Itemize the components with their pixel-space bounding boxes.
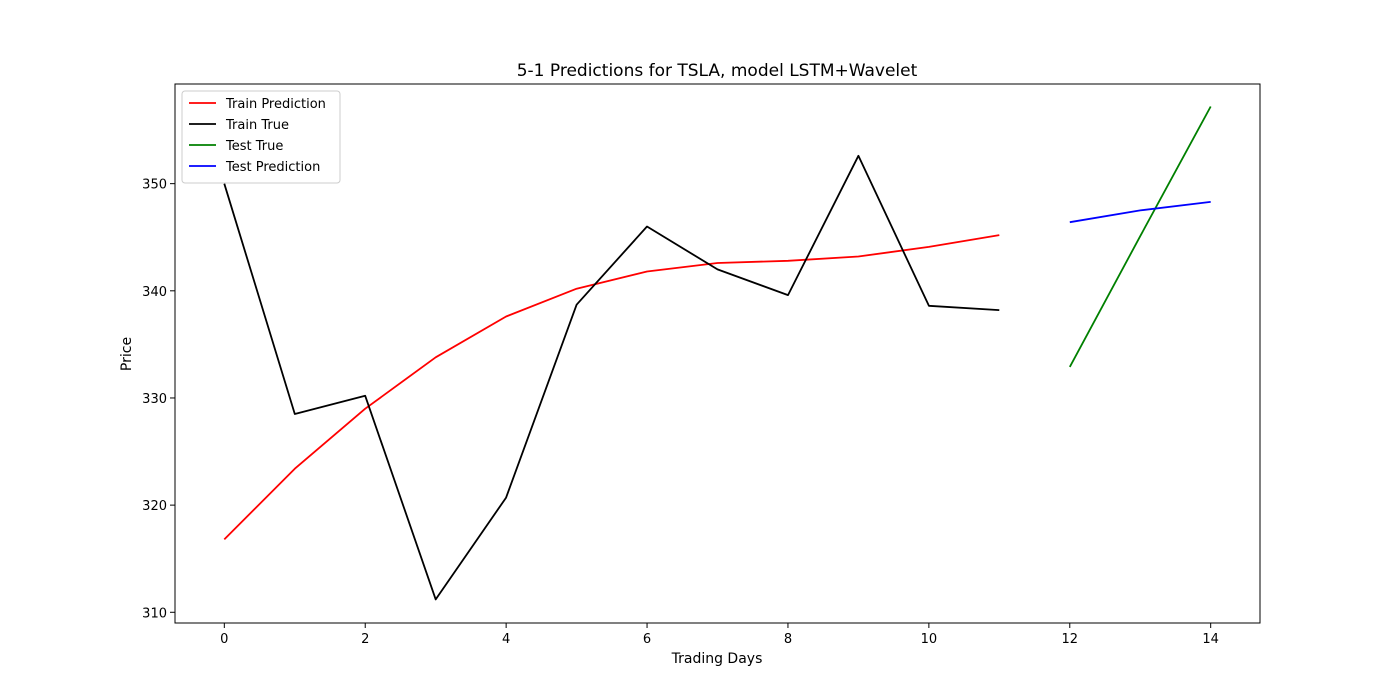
chart-title: 5-1 Predictions for TSLA, model LSTM+Wav…	[517, 61, 918, 81]
x-tick-label: 12	[1061, 632, 1078, 647]
x-tick-label: 6	[643, 632, 651, 647]
legend-label: Train Prediction	[225, 97, 326, 112]
x-tick-label: 4	[502, 632, 510, 647]
x-tick-label: 2	[361, 632, 369, 647]
y-axis-ticks: 310 320 330 340 350	[142, 178, 175, 621]
legend-box	[181, 90, 341, 184]
series-line-0	[223, 234, 1000, 541]
y-tick-label: 310	[142, 606, 167, 621]
y-tick-label: 340	[142, 285, 167, 300]
y-tick-label: 320	[142, 499, 167, 514]
y-tick-label: 330	[142, 392, 167, 407]
x-tick-label: 0	[220, 632, 228, 647]
series-line-2	[1069, 106, 1212, 368]
legend-label: Test Prediction	[225, 160, 320, 175]
legend: Train Prediction Train True Test True Test …	[181, 90, 341, 184]
x-axis-ticks: 0 2 4 6 8 10 12 14	[220, 623, 1219, 647]
plot-frame	[174, 83, 1261, 624]
x-tick-label: 14	[1202, 632, 1219, 647]
y-tick-label: 350	[142, 178, 167, 193]
series-line-1	[223, 154, 1000, 601]
series-line-3	[1069, 201, 1211, 224]
x-tick-label: 8	[784, 632, 792, 647]
legend-label: Train True	[225, 118, 289, 133]
y-axis-label: Price	[119, 337, 135, 371]
legend-label: Test True	[225, 139, 283, 154]
plot-lines	[223, 106, 1212, 601]
x-axis-label: Trading Days	[671, 651, 763, 667]
x-tick-label: 10	[921, 632, 938, 647]
